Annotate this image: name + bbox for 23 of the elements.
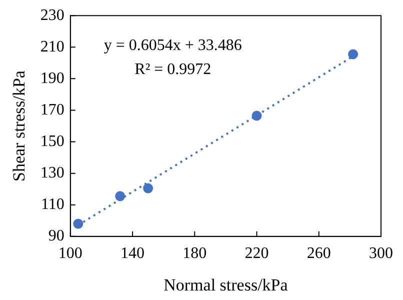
annotation: y = 0.6054x + 33.486 (104, 36, 242, 54)
y-tick-label: 90 (48, 228, 64, 245)
x-tick-label: 140 (120, 245, 145, 262)
y-tick-label: 110 (40, 196, 64, 214)
x-tick-label: 180 (182, 245, 207, 262)
point (252, 110, 262, 121)
x-tick-label: 300 (369, 245, 393, 262)
y-axis-title: Shear stress/kPa (10, 70, 29, 182)
point (348, 49, 358, 60)
x-tick-label: 220 (244, 245, 269, 262)
y-tick-label: 150 (40, 132, 64, 150)
point (115, 191, 126, 202)
point (143, 183, 154, 194)
x-tick-label: 260 (306, 245, 331, 262)
y-tick-label: 230 (40, 6, 64, 24)
y-tick-label: 210 (40, 38, 64, 56)
annotation: R² = 0.9972 (134, 60, 212, 78)
y-tick-label: 130 (40, 164, 64, 182)
y-tick-label: 170 (40, 101, 64, 118)
x-axis-title: Normal stress/kPa (164, 275, 288, 294)
point (73, 218, 84, 229)
y-tick-label: 190 (40, 70, 64, 87)
x-tick-label: 100 (58, 245, 82, 262)
